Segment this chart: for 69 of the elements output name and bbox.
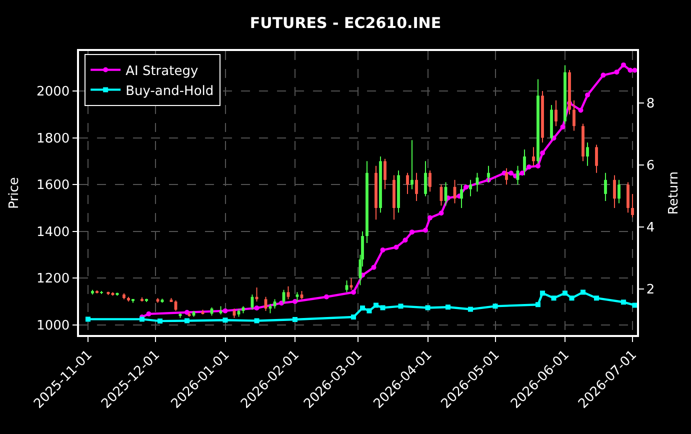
y-tick-label: 2000 [36, 84, 70, 100]
point [562, 290, 568, 296]
point [438, 210, 444, 216]
y-tick-label: 1800 [36, 131, 70, 146]
y-tick-label: 1600 [36, 178, 70, 194]
point [184, 310, 190, 315]
point [366, 308, 372, 314]
point [184, 318, 190, 324]
y-tick-label: 1400 [36, 224, 70, 240]
point [580, 290, 586, 295]
point [468, 306, 473, 312]
point [428, 215, 432, 220]
point [351, 290, 356, 295]
point [324, 294, 329, 300]
point [628, 68, 633, 73]
point [402, 238, 408, 243]
point [222, 308, 228, 314]
y2-tick-label: 8 [646, 96, 655, 112]
point [492, 304, 498, 309]
y2-tick-label: 4 [646, 220, 655, 236]
point [398, 304, 404, 309]
point [380, 305, 386, 310]
point [464, 184, 468, 190]
y-tick-label: 1000 [36, 318, 70, 334]
y2-tick-label: 6 [646, 158, 655, 174]
point [540, 150, 545, 156]
point [446, 304, 450, 310]
point [560, 124, 566, 130]
y-axis-title: Price [7, 177, 22, 209]
point [380, 248, 386, 253]
point [254, 318, 260, 324]
point [508, 170, 514, 176]
y2-tick-label: 2 [646, 282, 655, 298]
point [423, 228, 428, 233]
point [600, 72, 606, 78]
point [585, 92, 590, 98]
legend-label: Buy-and-Hold [126, 84, 214, 99]
y2-axis-title: Return [666, 171, 682, 215]
point [86, 316, 90, 322]
point [632, 68, 637, 73]
point [279, 300, 284, 306]
point [578, 108, 584, 113]
point [621, 300, 626, 305]
point [425, 305, 430, 310]
point [536, 302, 540, 308]
point [526, 164, 532, 170]
point [394, 244, 399, 250]
chart-title: FUTURES - EC2610.INE [250, 14, 442, 32]
point [594, 296, 599, 301]
point [222, 318, 228, 323]
point [551, 296, 556, 301]
legend-label: AI Strategy [126, 64, 198, 79]
point [351, 314, 356, 320]
point [292, 299, 298, 304]
y-tick-label: 1200 [36, 272, 70, 287]
point [569, 296, 574, 301]
point [540, 290, 545, 296]
point [614, 70, 620, 75]
point [632, 302, 637, 308]
point [410, 230, 414, 235]
point [292, 317, 298, 322]
point [621, 62, 626, 68]
point [254, 306, 260, 311]
point [146, 311, 152, 316]
point [158, 318, 162, 324]
point [360, 306, 365, 311]
point [371, 264, 376, 270]
point [536, 164, 540, 169]
point [374, 302, 378, 308]
